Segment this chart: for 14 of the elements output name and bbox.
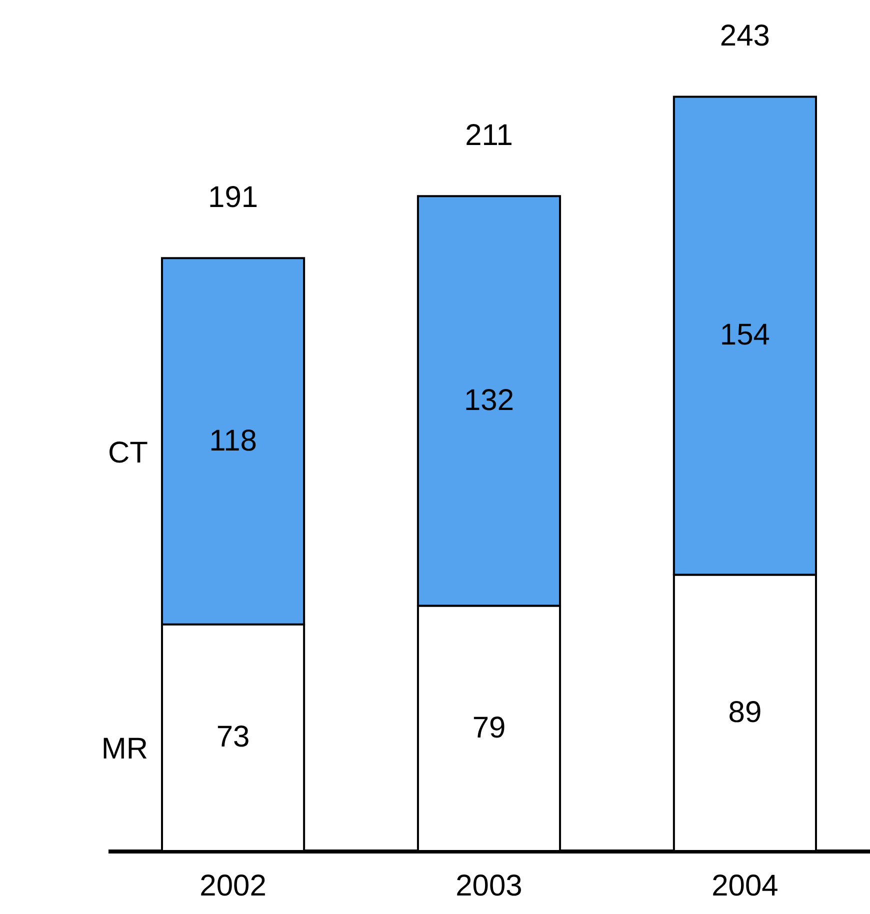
data-label: 73 [216, 720, 250, 754]
data-label: 132 [464, 384, 514, 417]
data-label: 79 [472, 711, 506, 744]
series-label: MR [101, 732, 148, 766]
x-tick-label: 2002 [200, 870, 266, 902]
x-tick-label: 2003 [456, 870, 522, 902]
total-label: 191 [208, 181, 258, 214]
total-label: 211 [465, 119, 513, 152]
total-label: 243 [720, 20, 770, 53]
series-label: CT [108, 436, 148, 470]
data-label: 89 [728, 696, 762, 729]
x-tick-label: 2004 [712, 870, 778, 902]
data-label: 118 [209, 424, 257, 458]
data-label: 154 [720, 318, 770, 352]
